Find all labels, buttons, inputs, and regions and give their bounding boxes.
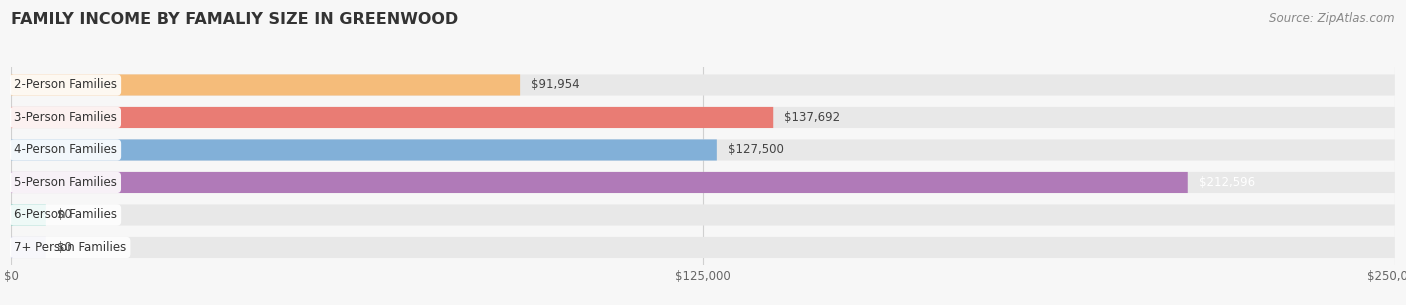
Text: 5-Person Families: 5-Person Families xyxy=(14,176,117,189)
Text: $91,954: $91,954 xyxy=(531,78,579,92)
FancyBboxPatch shape xyxy=(11,237,46,258)
Text: Source: ZipAtlas.com: Source: ZipAtlas.com xyxy=(1270,12,1395,25)
FancyBboxPatch shape xyxy=(11,139,717,160)
FancyBboxPatch shape xyxy=(11,204,46,225)
FancyBboxPatch shape xyxy=(11,237,1395,258)
Text: $137,692: $137,692 xyxy=(785,111,841,124)
FancyBboxPatch shape xyxy=(11,204,1395,225)
FancyBboxPatch shape xyxy=(11,172,1188,193)
Text: 6-Person Families: 6-Person Families xyxy=(14,209,117,221)
FancyBboxPatch shape xyxy=(11,139,1395,160)
Text: $0: $0 xyxy=(56,241,72,254)
Text: 4-Person Families: 4-Person Families xyxy=(14,143,117,156)
FancyBboxPatch shape xyxy=(11,107,1395,128)
FancyBboxPatch shape xyxy=(11,74,1395,95)
Text: $127,500: $127,500 xyxy=(728,143,783,156)
Text: 2-Person Families: 2-Person Families xyxy=(14,78,117,92)
Text: $212,596: $212,596 xyxy=(1199,176,1256,189)
FancyBboxPatch shape xyxy=(11,74,520,95)
Text: FAMILY INCOME BY FAMALIY SIZE IN GREENWOOD: FAMILY INCOME BY FAMALIY SIZE IN GREENWO… xyxy=(11,12,458,27)
FancyBboxPatch shape xyxy=(11,172,1395,193)
FancyBboxPatch shape xyxy=(11,107,773,128)
Text: $0: $0 xyxy=(56,209,72,221)
Text: 7+ Person Families: 7+ Person Families xyxy=(14,241,127,254)
Text: 3-Person Families: 3-Person Families xyxy=(14,111,117,124)
